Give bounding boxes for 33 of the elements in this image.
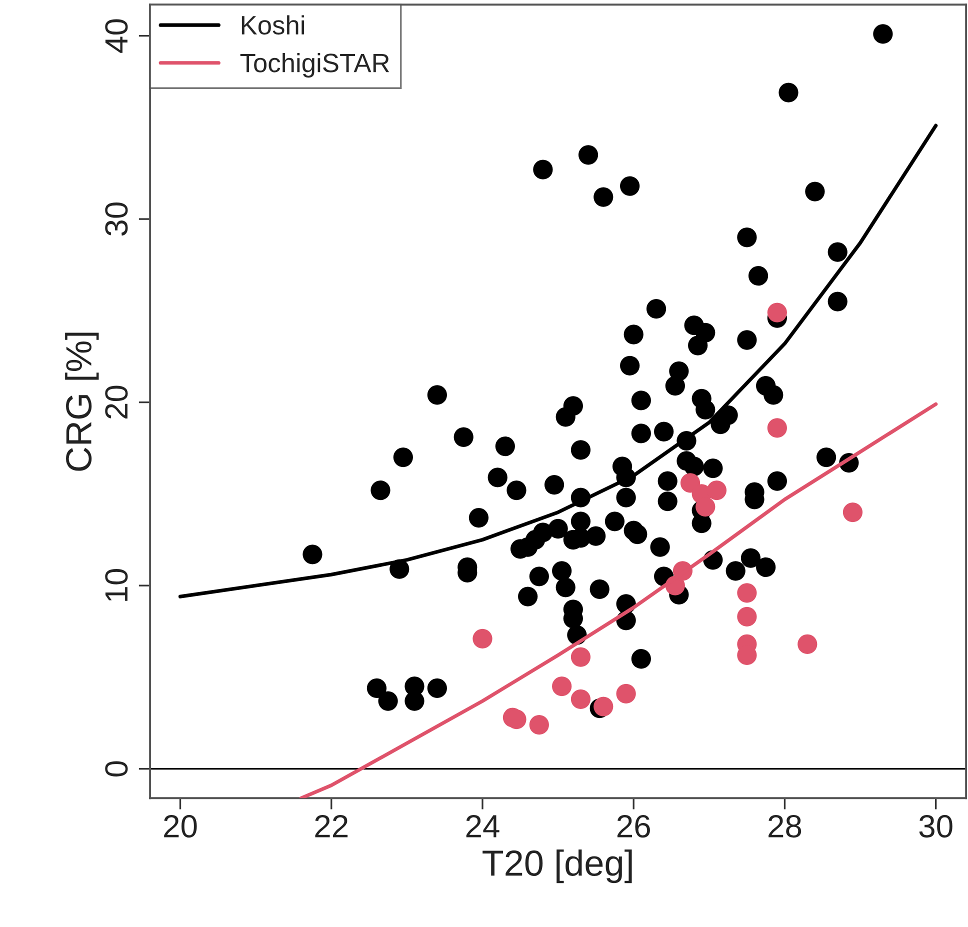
- x-tick-label: 24: [466, 814, 500, 838]
- point: [737, 606, 757, 627]
- legend-label: TochigiSTAR: [240, 52, 390, 78]
- x-tick-label: 22: [315, 814, 348, 838]
- y-axis-title: CRG [%]: [65, 332, 99, 471]
- point: [529, 715, 549, 735]
- point: [570, 689, 591, 710]
- point: [570, 647, 591, 667]
- point: [706, 480, 727, 500]
- x-tick-label: 26: [617, 814, 650, 838]
- x-tick-label: 20: [164, 814, 197, 838]
- y-tick-label: 30: [105, 202, 128, 236]
- point: [737, 583, 757, 603]
- point: [552, 676, 572, 696]
- point: [696, 496, 716, 517]
- y-tick-label: 20: [105, 386, 128, 418]
- point: [594, 696, 614, 716]
- point: [798, 634, 818, 654]
- x-axis-title: T20 [deg]: [482, 849, 632, 884]
- point: [842, 502, 863, 522]
- point: [680, 473, 700, 493]
- x-tick-label: 28: [768, 814, 802, 838]
- legend-label: Koshi: [242, 15, 304, 35]
- line-series: [178, 124, 938, 598]
- point: [616, 684, 636, 704]
- y-tick-label: 0: [105, 761, 128, 776]
- point: [767, 302, 787, 322]
- line-series: [299, 402, 938, 798]
- y-tick-label: 10: [105, 569, 128, 601]
- x-tick-label: 30: [919, 814, 952, 838]
- y-tick-label: 40: [105, 19, 128, 53]
- point: [472, 628, 492, 649]
- point: [767, 418, 787, 438]
